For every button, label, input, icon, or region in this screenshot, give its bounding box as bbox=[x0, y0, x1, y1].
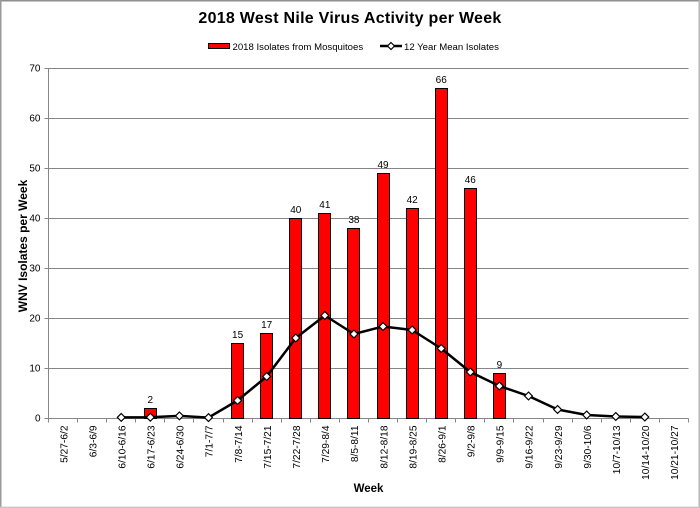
svg-text:10/21-10/27: 10/21-10/27 bbox=[670, 425, 681, 480]
svg-text:8/12-8/18: 8/12-8/18 bbox=[379, 425, 390, 468]
svg-text:49: 49 bbox=[377, 160, 389, 171]
svg-text:6/24-6/30: 6/24-6/30 bbox=[176, 425, 187, 468]
svg-text:60: 60 bbox=[29, 114, 41, 125]
svg-text:2: 2 bbox=[148, 395, 154, 406]
svg-text:2018 West Nile Virus Activity: 2018 West Nile Virus Activity per Week bbox=[198, 10, 501, 27]
svg-text:9/16-9/22: 9/16-9/22 bbox=[525, 425, 536, 468]
svg-text:50: 50 bbox=[29, 164, 41, 175]
svg-text:WNV Isolates per Week: WNV Isolates per Week bbox=[16, 179, 30, 312]
svg-text:7/8-7/14: 7/8-7/14 bbox=[234, 425, 245, 463]
svg-text:40: 40 bbox=[29, 214, 41, 225]
svg-text:2018 Isolates from Mosquitoes: 2018 Isolates from Mosquitoes bbox=[233, 42, 364, 53]
svg-text:0: 0 bbox=[35, 414, 41, 425]
svg-text:8/26-9/1: 8/26-9/1 bbox=[437, 425, 448, 463]
svg-text:7/22-7/28: 7/22-7/28 bbox=[292, 425, 303, 468]
svg-text:12 Year Mean Isolates: 12 Year Mean Isolates bbox=[404, 42, 499, 53]
svg-text:7/1-7/7: 7/1-7/7 bbox=[205, 425, 216, 457]
svg-text:9: 9 bbox=[497, 360, 503, 371]
svg-text:6/3-6/9: 6/3-6/9 bbox=[88, 425, 99, 457]
svg-text:38: 38 bbox=[348, 215, 360, 226]
svg-text:42: 42 bbox=[407, 195, 419, 206]
svg-text:10: 10 bbox=[29, 364, 41, 375]
svg-text:7/29-8/4: 7/29-8/4 bbox=[321, 425, 332, 463]
svg-text:8/19-8/25: 8/19-8/25 bbox=[408, 425, 419, 468]
svg-text:Week: Week bbox=[354, 483, 384, 495]
svg-text:8/5-8/11: 8/5-8/11 bbox=[350, 425, 361, 462]
svg-text:9/23-9/29: 9/23-9/29 bbox=[554, 425, 565, 468]
svg-text:46: 46 bbox=[465, 175, 477, 186]
svg-text:9/9-9/15: 9/9-9/15 bbox=[496, 425, 507, 463]
svg-text:40: 40 bbox=[290, 205, 302, 216]
svg-text:41: 41 bbox=[319, 200, 331, 211]
svg-text:66: 66 bbox=[436, 75, 448, 86]
svg-text:9/2-9/8: 9/2-9/8 bbox=[467, 425, 478, 457]
svg-text:70: 70 bbox=[29, 64, 41, 75]
svg-text:15: 15 bbox=[232, 330, 244, 341]
svg-text:10/7-10/13: 10/7-10/13 bbox=[612, 425, 623, 474]
svg-text:6/17-6/23: 6/17-6/23 bbox=[147, 425, 158, 468]
svg-text:10/14-10/20: 10/14-10/20 bbox=[641, 425, 652, 480]
svg-text:30: 30 bbox=[29, 264, 41, 275]
svg-text:9/30-10/6: 9/30-10/6 bbox=[583, 425, 594, 468]
svg-text:6/10-6/16: 6/10-6/16 bbox=[117, 425, 128, 468]
svg-text:17: 17 bbox=[261, 320, 273, 331]
svg-text:20: 20 bbox=[29, 314, 41, 325]
svg-text:7/15-7/21: 7/15-7/21 bbox=[263, 425, 274, 468]
svg-text:5/27-6/2: 5/27-6/2 bbox=[59, 425, 70, 463]
